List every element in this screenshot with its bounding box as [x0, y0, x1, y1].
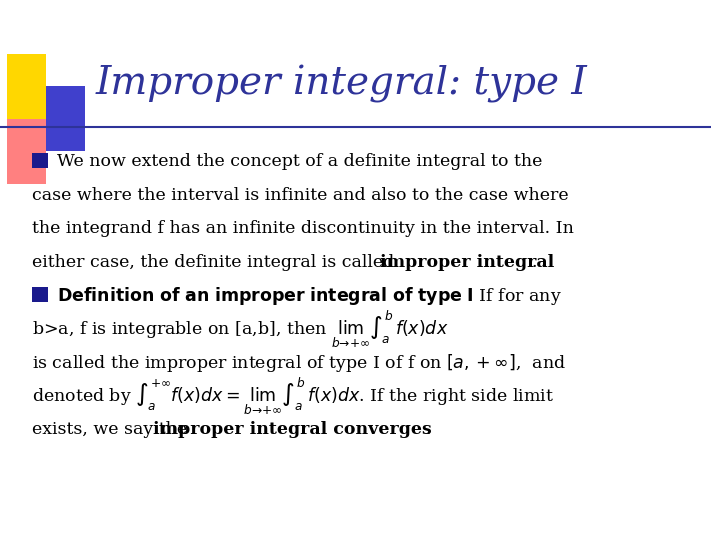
Text: improper integral: improper integral	[380, 254, 554, 271]
Bar	[7, 54, 46, 119]
Text: Improper integral: type I: Improper integral: type I	[96, 65, 588, 103]
Text: improper integral converges: improper integral converges	[153, 421, 431, 438]
Text: the integrand f has an infinite discontinuity in the interval. In: the integrand f has an infinite disconti…	[32, 220, 574, 238]
Text: b>a, f is integrable on [a,b], then $\lim_{b \to +\infty} \int_a^b f(x)dx$: b>a, f is integrable on [a,b], then $\li…	[32, 309, 449, 350]
Text: exists, we say the: exists, we say the	[32, 421, 193, 438]
Text: is called the improper integral of type I of f on $[a, +\infty]$,  and: is called the improper integral of type …	[32, 352, 566, 374]
Bar	[32, 153, 48, 168]
Bar	[7, 119, 46, 184]
Text: We now extend the concept of a definite integral to the: We now extend the concept of a definite …	[57, 153, 542, 171]
Text: $\bf{Definition\ of\ an\ improper\ integral\ of\ type\ I}$ If for any: $\bf{Definition\ of\ an\ improper\ integ…	[57, 285, 562, 307]
Text: .: .	[425, 421, 431, 438]
Text: denoted by $\int_a^{+\infty} f(x)dx = \lim_{b \to +\infty} \int_a^b f(x)dx$. If : denoted by $\int_a^{+\infty} f(x)dx = \l…	[32, 376, 554, 417]
Text: case where the interval is infinite and also to the case where: case where the interval is infinite and …	[32, 187, 569, 204]
Text: either case, the definite integral is called: either case, the definite integral is ca…	[32, 254, 400, 271]
Bar	[46, 86, 85, 151]
Text: .: .	[532, 254, 537, 271]
Bar	[32, 287, 48, 302]
